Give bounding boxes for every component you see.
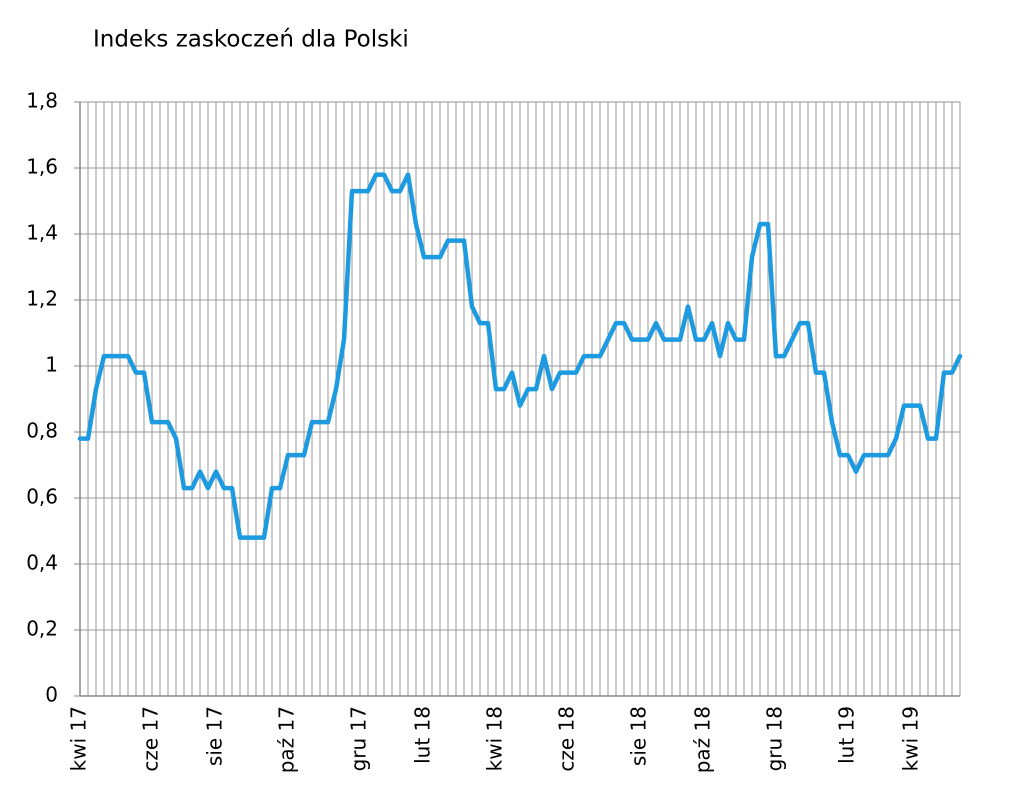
x-tick-label: lut 19 <box>835 706 859 764</box>
y-tick-label: 0,8 <box>26 419 58 443</box>
chart-title: Indeks zaskoczeń dla Polski <box>93 27 409 53</box>
x-tick-label: kwi 18 <box>483 706 507 771</box>
x-tick-label: paź 18 <box>691 706 715 773</box>
y-tick-label: 0 <box>45 683 58 707</box>
x-tick-label: sie 18 <box>627 706 651 766</box>
y-tick-label: 1,6 <box>26 155 58 179</box>
x-tick-label: cze 18 <box>555 706 579 772</box>
x-tick-label: lut 18 <box>411 706 435 764</box>
x-tick-label: gru 18 <box>763 706 787 771</box>
y-tick-label: 0,6 <box>26 485 58 509</box>
y-tick-label: 0,4 <box>26 551 58 575</box>
y-tick-label: 1,2 <box>26 287 58 311</box>
y-tick-label: 1,8 <box>26 89 58 113</box>
x-tick-label: cze 17 <box>139 706 163 772</box>
x-tick-label: sie 17 <box>203 706 227 766</box>
y-tick-label: 0,2 <box>26 617 58 641</box>
y-tick-label: 1,4 <box>26 221 58 245</box>
line-series <box>77 172 963 540</box>
x-tick-label: gru 17 <box>347 706 371 771</box>
x-tick-label: paź 17 <box>275 706 299 773</box>
y-tick-label: 1 <box>45 353 58 377</box>
x-tick-label: kwi 19 <box>899 706 923 771</box>
x-tick-label: kwi 17 <box>67 706 91 771</box>
